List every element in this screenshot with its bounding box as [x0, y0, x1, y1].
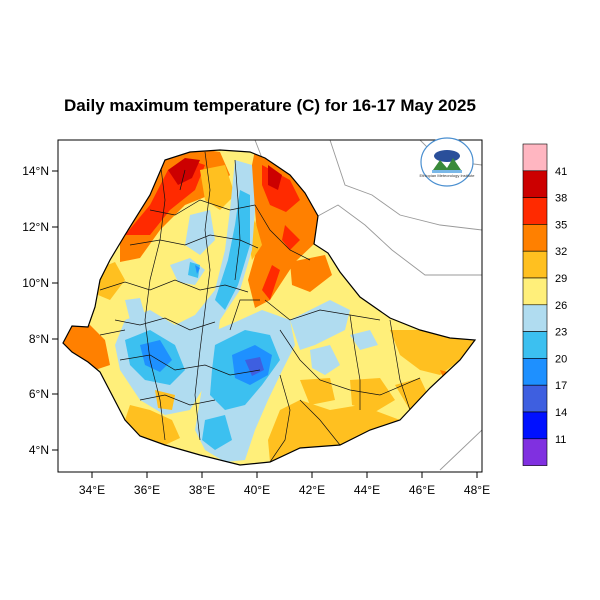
colorbar-label: 29: [555, 273, 567, 285]
colorbar-swatch: [522, 411, 548, 440]
colorbar-label: 14: [555, 407, 567, 419]
colorbar-label: 38: [555, 193, 567, 205]
colorbar-label: 23: [555, 327, 567, 339]
lon-tick-label: 34°E: [79, 483, 105, 497]
institute-logo: Ethiopian Meteorology Institute: [420, 137, 476, 187]
lat-tick-label: 4°N: [29, 443, 49, 457]
lat-tick-label: 12°N: [22, 220, 49, 234]
lon-tick-label: 46°E: [409, 483, 435, 497]
colorbar-swatch: [522, 197, 548, 225]
colorbar-label: 32: [555, 246, 567, 258]
colorbar: 41 38 35 32 29 26 23 20 17 14 11: [522, 143, 567, 466]
ethiopia-outline: [62, 149, 477, 466]
colorbar-swatch: [522, 304, 548, 332]
axis-ticks: [52, 170, 478, 478]
lon-tick-label: 36°E: [134, 483, 160, 497]
lon-tick-label: 40°E: [244, 483, 270, 497]
lat-tick-label: 14°N: [22, 164, 49, 178]
colorbar-label: 26: [555, 300, 567, 312]
temperature-field: [63, 150, 475, 465]
lon-tick-label: 44°E: [354, 483, 380, 497]
colorbar-swatch: [522, 358, 548, 386]
lon-tick-label: 38°E: [189, 483, 215, 497]
lat-tick-label: 6°N: [29, 387, 49, 401]
map-title: Daily maximum temperature (C) for 16-17 …: [64, 96, 476, 115]
colorbar-swatch: [522, 438, 548, 466]
colorbar-label: 20: [555, 353, 567, 365]
colorbar-swatch: [522, 250, 548, 279]
lat-tick-label: 10°N: [22, 276, 49, 290]
admin-boundaries: [99, 151, 421, 463]
colorbar-label: 41: [555, 166, 567, 178]
logo-text: Ethiopian Meteorology Institute: [420, 173, 476, 178]
map-frame: [57, 139, 483, 473]
colorbar-swatch: [522, 277, 548, 306]
colorbar-swatch: [522, 331, 548, 359]
colorbar-label: 35: [555, 219, 567, 231]
colorbar-label: 11: [555, 434, 566, 446]
colorbar-swatch: [522, 384, 548, 413]
lon-tick-label: 42°E: [299, 483, 325, 497]
colorbar-label: 17: [555, 380, 567, 392]
lon-tick-label: 48°E: [464, 483, 490, 497]
lat-tick-label: 8°N: [29, 332, 49, 346]
colorbar-swatch: [522, 170, 548, 198]
colorbar-swatch: [522, 224, 548, 252]
colorbar-swatch: [522, 143, 548, 172]
